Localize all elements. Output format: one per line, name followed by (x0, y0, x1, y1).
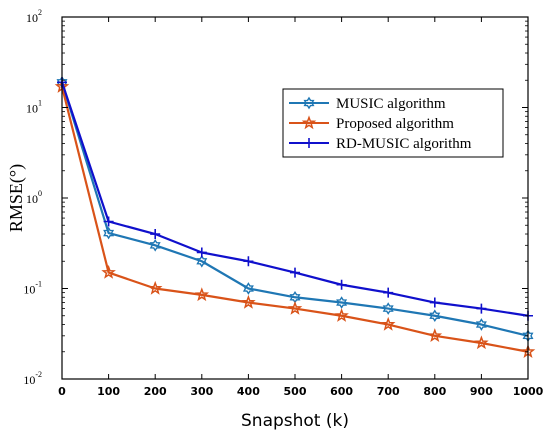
data-point (241, 294, 256, 309)
x-tick-label: 400 (237, 385, 260, 398)
data-point (103, 216, 114, 227)
axes-layer: 0 100 200 300 400 500 600 700 800 900 1000 10-2 10-1… (23, 8, 543, 398)
data-point (336, 279, 347, 290)
legend-label: MUSIC algorithm (336, 96, 446, 112)
data-point (380, 316, 396, 331)
x-axis-label: Snapshot (k) (241, 411, 349, 431)
data-point (290, 267, 300, 278)
x-tick-label: 1000 (513, 385, 544, 398)
data-point (476, 303, 487, 314)
data-point (382, 302, 394, 315)
data-point (196, 254, 208, 268)
legend-marker (301, 115, 317, 130)
legend-label: Proposed algorithm (336, 116, 454, 132)
x-tick-label: 300 (190, 385, 213, 398)
data-point (475, 318, 487, 331)
data-point (243, 256, 254, 267)
y-tick-label: 100 (26, 189, 42, 206)
y-tick-label: 10-2 (23, 370, 42, 387)
legend-label: RD-MUSIC algorithm (336, 136, 472, 152)
legend-entry: MUSIC algorithm (289, 96, 446, 112)
data-point (196, 247, 207, 258)
series-line-1 (60, 81, 529, 337)
legend-entry: Proposed algorithm (289, 115, 454, 132)
legend-box (282, 88, 504, 158)
data-point (103, 226, 115, 240)
legend-marker (303, 96, 315, 110)
data-point (149, 238, 161, 252)
data-point (287, 300, 303, 315)
x-tick-label: 500 (284, 385, 307, 398)
x-tick-label: 800 (423, 385, 446, 398)
data-point (147, 280, 163, 295)
data-point (427, 328, 443, 343)
data-point (150, 229, 161, 240)
series-line-2 (60, 86, 529, 353)
x-tick-label: 100 (97, 385, 120, 398)
data-point (101, 264, 116, 279)
x-tick-label: 900 (470, 385, 493, 398)
data-point (474, 335, 489, 350)
x-tick-label: 700 (377, 385, 400, 398)
y-axis-label: RMSE(°) (6, 164, 27, 232)
legend: MUSIC algorithm Proposed algorithm RD-MUSI… (282, 88, 504, 158)
data-point (194, 287, 210, 302)
series-1 (56, 75, 534, 343)
data-point (429, 297, 440, 308)
data-point (242, 282, 254, 295)
data-point (429, 309, 441, 323)
x-tick-label: 200 (144, 385, 167, 398)
series-layer (54, 75, 536, 358)
x-tick-label: 0 (58, 385, 66, 398)
x-tick-label: 600 (330, 385, 353, 398)
legend-marker (304, 138, 314, 148)
legend-entry: RD-MUSIC algorithm (289, 136, 472, 152)
data-point (336, 296, 348, 309)
data-point (383, 287, 394, 298)
data-point (334, 308, 349, 322)
y-tick-label: 101 (26, 99, 42, 116)
y-tick-label: 10-1 (23, 280, 42, 297)
plot-area (62, 17, 528, 379)
y-tick-label: 102 (26, 8, 42, 25)
